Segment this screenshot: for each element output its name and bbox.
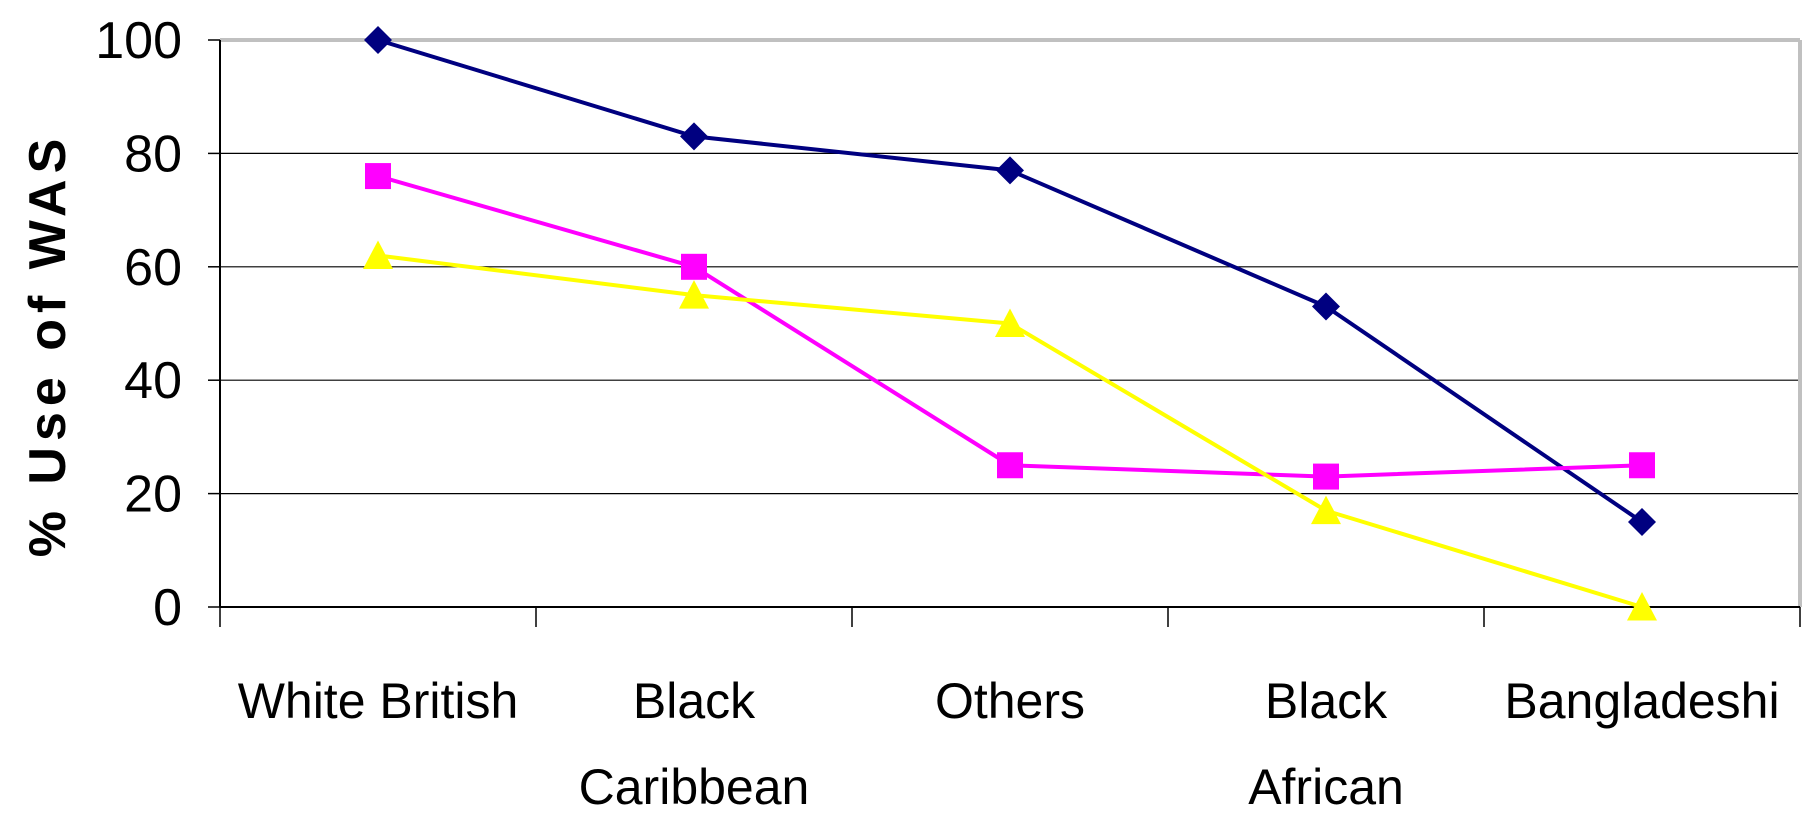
data-point-marker: [681, 253, 707, 280]
data-point-marker: [1627, 592, 1657, 621]
data-point-marker: [1313, 463, 1339, 490]
data-point-marker: [1311, 495, 1341, 525]
y-tick-label: 100: [95, 12, 182, 70]
data-point-marker: [996, 156, 1024, 185]
y-axis-label: % Use of WAS: [19, 133, 77, 558]
y-tick-label: 0: [153, 579, 182, 637]
x-category-label: Others: [935, 673, 1085, 729]
data-point-marker: [364, 26, 392, 54]
series-markers: [363, 26, 1657, 621]
data-point-marker: [1629, 452, 1655, 479]
data-point-marker: [997, 452, 1023, 479]
y-tick-label: 20: [124, 466, 182, 524]
data-point-marker: [1312, 292, 1340, 321]
x-category-label: Black African: [1248, 673, 1404, 815]
x-category-label: Bangladeshi: [1504, 673, 1779, 729]
y-tick-labels: 0 20 40 60 80 100: [95, 12, 182, 637]
data-point-marker: [679, 280, 709, 309]
x-category-label: White British: [238, 673, 519, 729]
y-tick-label: 40: [124, 352, 182, 410]
data-point-marker: [365, 163, 391, 190]
x-category-labels: White British Black Caribbean Others Black Af…: [238, 673, 1780, 815]
y-tick-label: 60: [124, 239, 182, 297]
data-point-marker: [680, 122, 708, 151]
x-category-label: Black Caribbean: [579, 673, 810, 815]
data-point-marker: [995, 308, 1025, 337]
data-point-marker: [363, 240, 393, 269]
y-tick-label: 80: [124, 125, 182, 183]
series-line: [377, 253, 1643, 609]
data-point-marker: [1628, 507, 1656, 536]
axes: [208, 38, 1802, 627]
